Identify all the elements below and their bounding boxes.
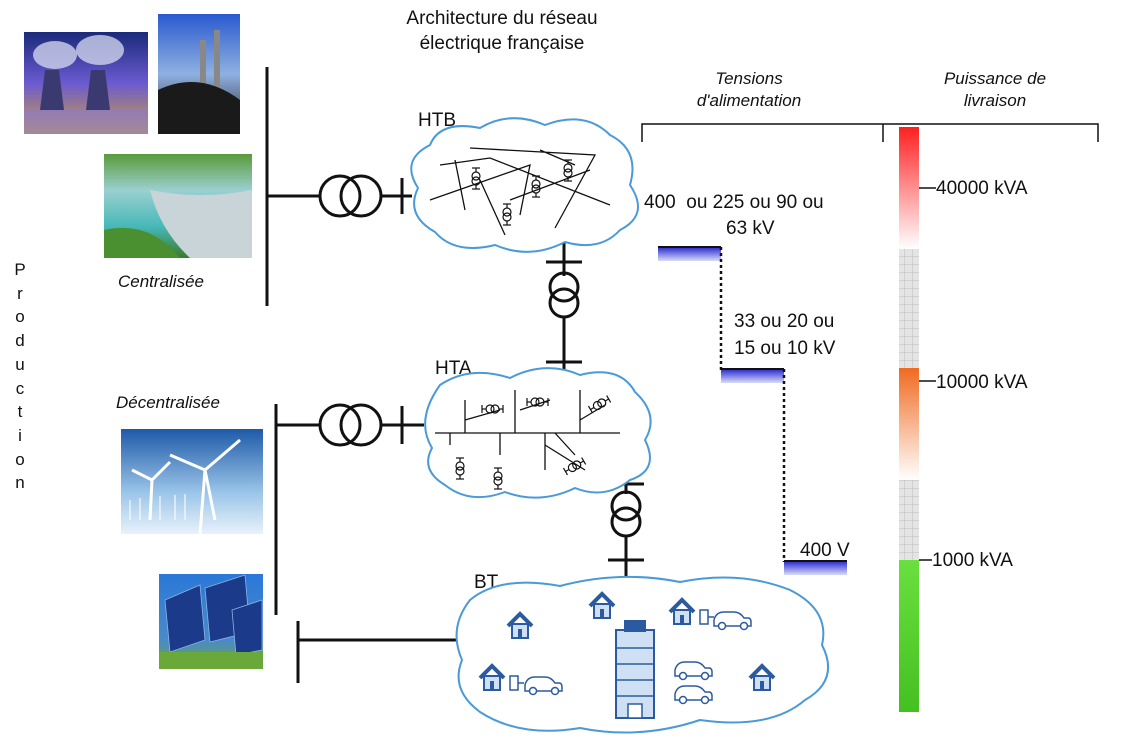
production-letter: P bbox=[14, 260, 26, 279]
power-gap-2 bbox=[899, 480, 919, 560]
htb-mesh-lines bbox=[429, 147, 611, 236]
tensions-header-line-2: d'alimentation bbox=[696, 91, 802, 110]
htb-label: HTB bbox=[418, 110, 456, 131]
production-letter: o bbox=[15, 449, 25, 469]
coal-plant-photo bbox=[158, 14, 240, 134]
production-vertical-label: P r o d u c t i o n bbox=[8, 258, 32, 495]
production-letter: d bbox=[15, 331, 25, 351]
htb-network-cloud bbox=[410, 117, 639, 253]
apartment-building bbox=[615, 620, 655, 719]
bt-consumers bbox=[478, 592, 776, 719]
power-segment-htb bbox=[899, 127, 919, 249]
centralised-label: Centralisée bbox=[118, 272, 204, 291]
production-letter: u bbox=[15, 354, 25, 374]
htb-tension-label: 400 ou 225 ou 90 ou 63 kV bbox=[644, 190, 824, 242]
decentralised-label: Décentralisée bbox=[116, 393, 220, 412]
solar-panels-photo bbox=[159, 574, 263, 669]
htb-hta-transformer bbox=[546, 240, 582, 378]
htb-tension-line-1: 400 ou 225 ou 90 ou bbox=[644, 192, 824, 213]
hta-tension-line-2: 15 ou 10 kV bbox=[734, 338, 836, 359]
htb-production-transformer bbox=[318, 174, 383, 218]
hta-production-transformer bbox=[318, 403, 383, 447]
nuclear-plant-photo bbox=[24, 32, 148, 134]
power-delivery-bar bbox=[899, 127, 936, 712]
hta-label: HTA bbox=[435, 358, 472, 379]
hta-tension-line-1: 33 ou 20 ou bbox=[734, 311, 835, 332]
power-gap-1 bbox=[899, 249, 919, 368]
production-letter: n bbox=[15, 473, 25, 493]
dam-photo bbox=[104, 154, 252, 258]
hta-tension-label: 33 ou 20 ou 15 ou 10 kV bbox=[734, 308, 835, 362]
power-level-40000: 40000 kVA bbox=[936, 178, 1028, 199]
production-busbars bbox=[265, 67, 458, 683]
tensions-header: Tensions d'alimentation bbox=[664, 68, 834, 112]
puissance-header-line-2: livraison bbox=[963, 91, 1027, 110]
power-segment-hta bbox=[899, 368, 919, 480]
production-letter: t bbox=[17, 402, 23, 422]
wind-farm-photo bbox=[121, 429, 263, 535]
bt-tension-label: 400 V bbox=[800, 540, 850, 561]
tension-steps bbox=[658, 246, 847, 575]
title-line-2: électrique française bbox=[419, 33, 585, 54]
header-brackets bbox=[641, 123, 1099, 142]
puissance-header: Puissance de livraison bbox=[910, 68, 1080, 112]
puissance-header-line-1: Puissance de bbox=[943, 69, 1047, 88]
power-segment-bt bbox=[899, 560, 919, 712]
production-letter: c bbox=[15, 378, 25, 398]
diagram-title: Architecture du réseau électrique frança… bbox=[372, 6, 632, 56]
production-letter: o bbox=[15, 307, 25, 327]
production-letter: r bbox=[17, 283, 23, 303]
title-line-1: Architecture du réseau bbox=[406, 8, 598, 29]
power-level-1000: 1000 kVA bbox=[932, 550, 1013, 571]
htb-tension-line-2: 63 kV bbox=[726, 218, 775, 239]
power-level-10000: 10000 kVA bbox=[936, 372, 1028, 393]
tensions-header-line-1: Tensions bbox=[715, 69, 783, 88]
production-letter: i bbox=[18, 425, 22, 445]
